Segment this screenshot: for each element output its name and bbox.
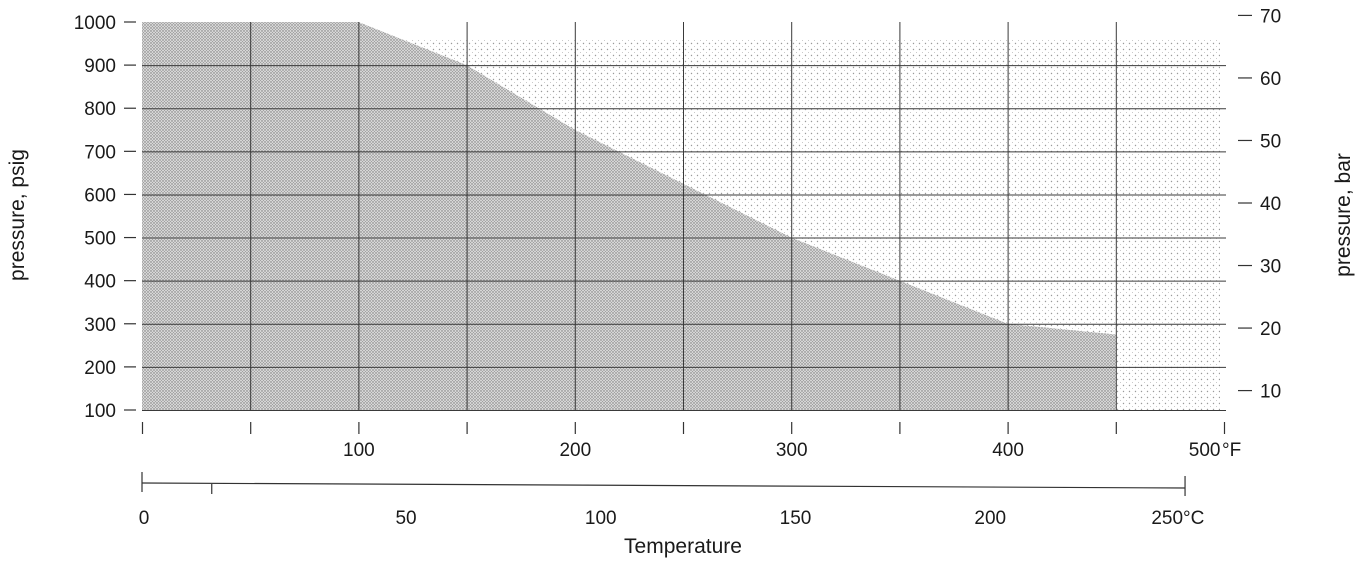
y-right-tick-label: 20 xyxy=(1260,319,1281,340)
y-left-tick-label: 1000 xyxy=(74,13,116,34)
x-f-unit-label: °F xyxy=(1222,440,1241,461)
x-f-tick-label: 300 xyxy=(776,440,808,461)
gridlines xyxy=(142,22,1226,411)
left-y-axis: 100 200 300 400 500 600 700 800 900 1000 xyxy=(74,13,136,422)
y-right-tick-label: 70 xyxy=(1260,6,1281,27)
y-left-tick-label: 300 xyxy=(84,315,116,336)
x-f-tick-label: 400 xyxy=(992,440,1024,461)
x-c-tick-label: 200 xyxy=(974,508,1006,529)
y-right-tick-label: 60 xyxy=(1260,69,1281,90)
y-axis-right-title: pressure, bar xyxy=(1332,153,1355,277)
x-c-unit-label: °C xyxy=(1183,508,1204,529)
shaded-area-series xyxy=(142,22,1116,410)
y-right-tick-label: 50 xyxy=(1260,131,1281,152)
y-left-tick-label: 200 xyxy=(84,358,116,379)
celsius-x-axis: 0 50 100 150 200 250 °C xyxy=(139,472,1204,529)
x-axis-title: Temperature xyxy=(624,535,742,558)
y-axis-left-title: pressure, psig xyxy=(6,149,29,281)
x-f-tick-label: 500 xyxy=(1189,440,1221,461)
x-f-tick-label: 100 xyxy=(343,440,375,461)
y-right-tick-label: 10 xyxy=(1260,382,1281,403)
x-c-tick-label: 100 xyxy=(585,508,617,529)
x-c-tick-label: 50 xyxy=(395,508,416,529)
x-c-tick-label: 250 xyxy=(1151,508,1183,529)
y-left-tick-label: 700 xyxy=(84,142,116,163)
y-left-tick-label: 400 xyxy=(84,272,116,293)
y-right-tick-label: 30 xyxy=(1260,257,1281,278)
y-left-tick-label: 800 xyxy=(84,99,116,120)
y-left-tick-label: 500 xyxy=(84,229,116,250)
x-c-tick-label: 0 xyxy=(139,508,150,529)
y-left-tick-label: 900 xyxy=(84,56,116,77)
y-right-tick-label: 40 xyxy=(1260,194,1281,215)
y-left-tick-label: 100 xyxy=(84,401,116,422)
x-f-tick-label: 200 xyxy=(559,440,591,461)
y-left-tick-label: 600 xyxy=(84,185,116,206)
operating-area xyxy=(142,22,1116,410)
right-y-axis: 10 20 30 40 50 60 70 xyxy=(1238,6,1281,403)
x-c-tick-label: 150 xyxy=(780,508,812,529)
celsius-axis-line xyxy=(141,482,1186,489)
fahrenheit-x-axis: 100 200 300 400 500 °F xyxy=(141,422,1241,461)
